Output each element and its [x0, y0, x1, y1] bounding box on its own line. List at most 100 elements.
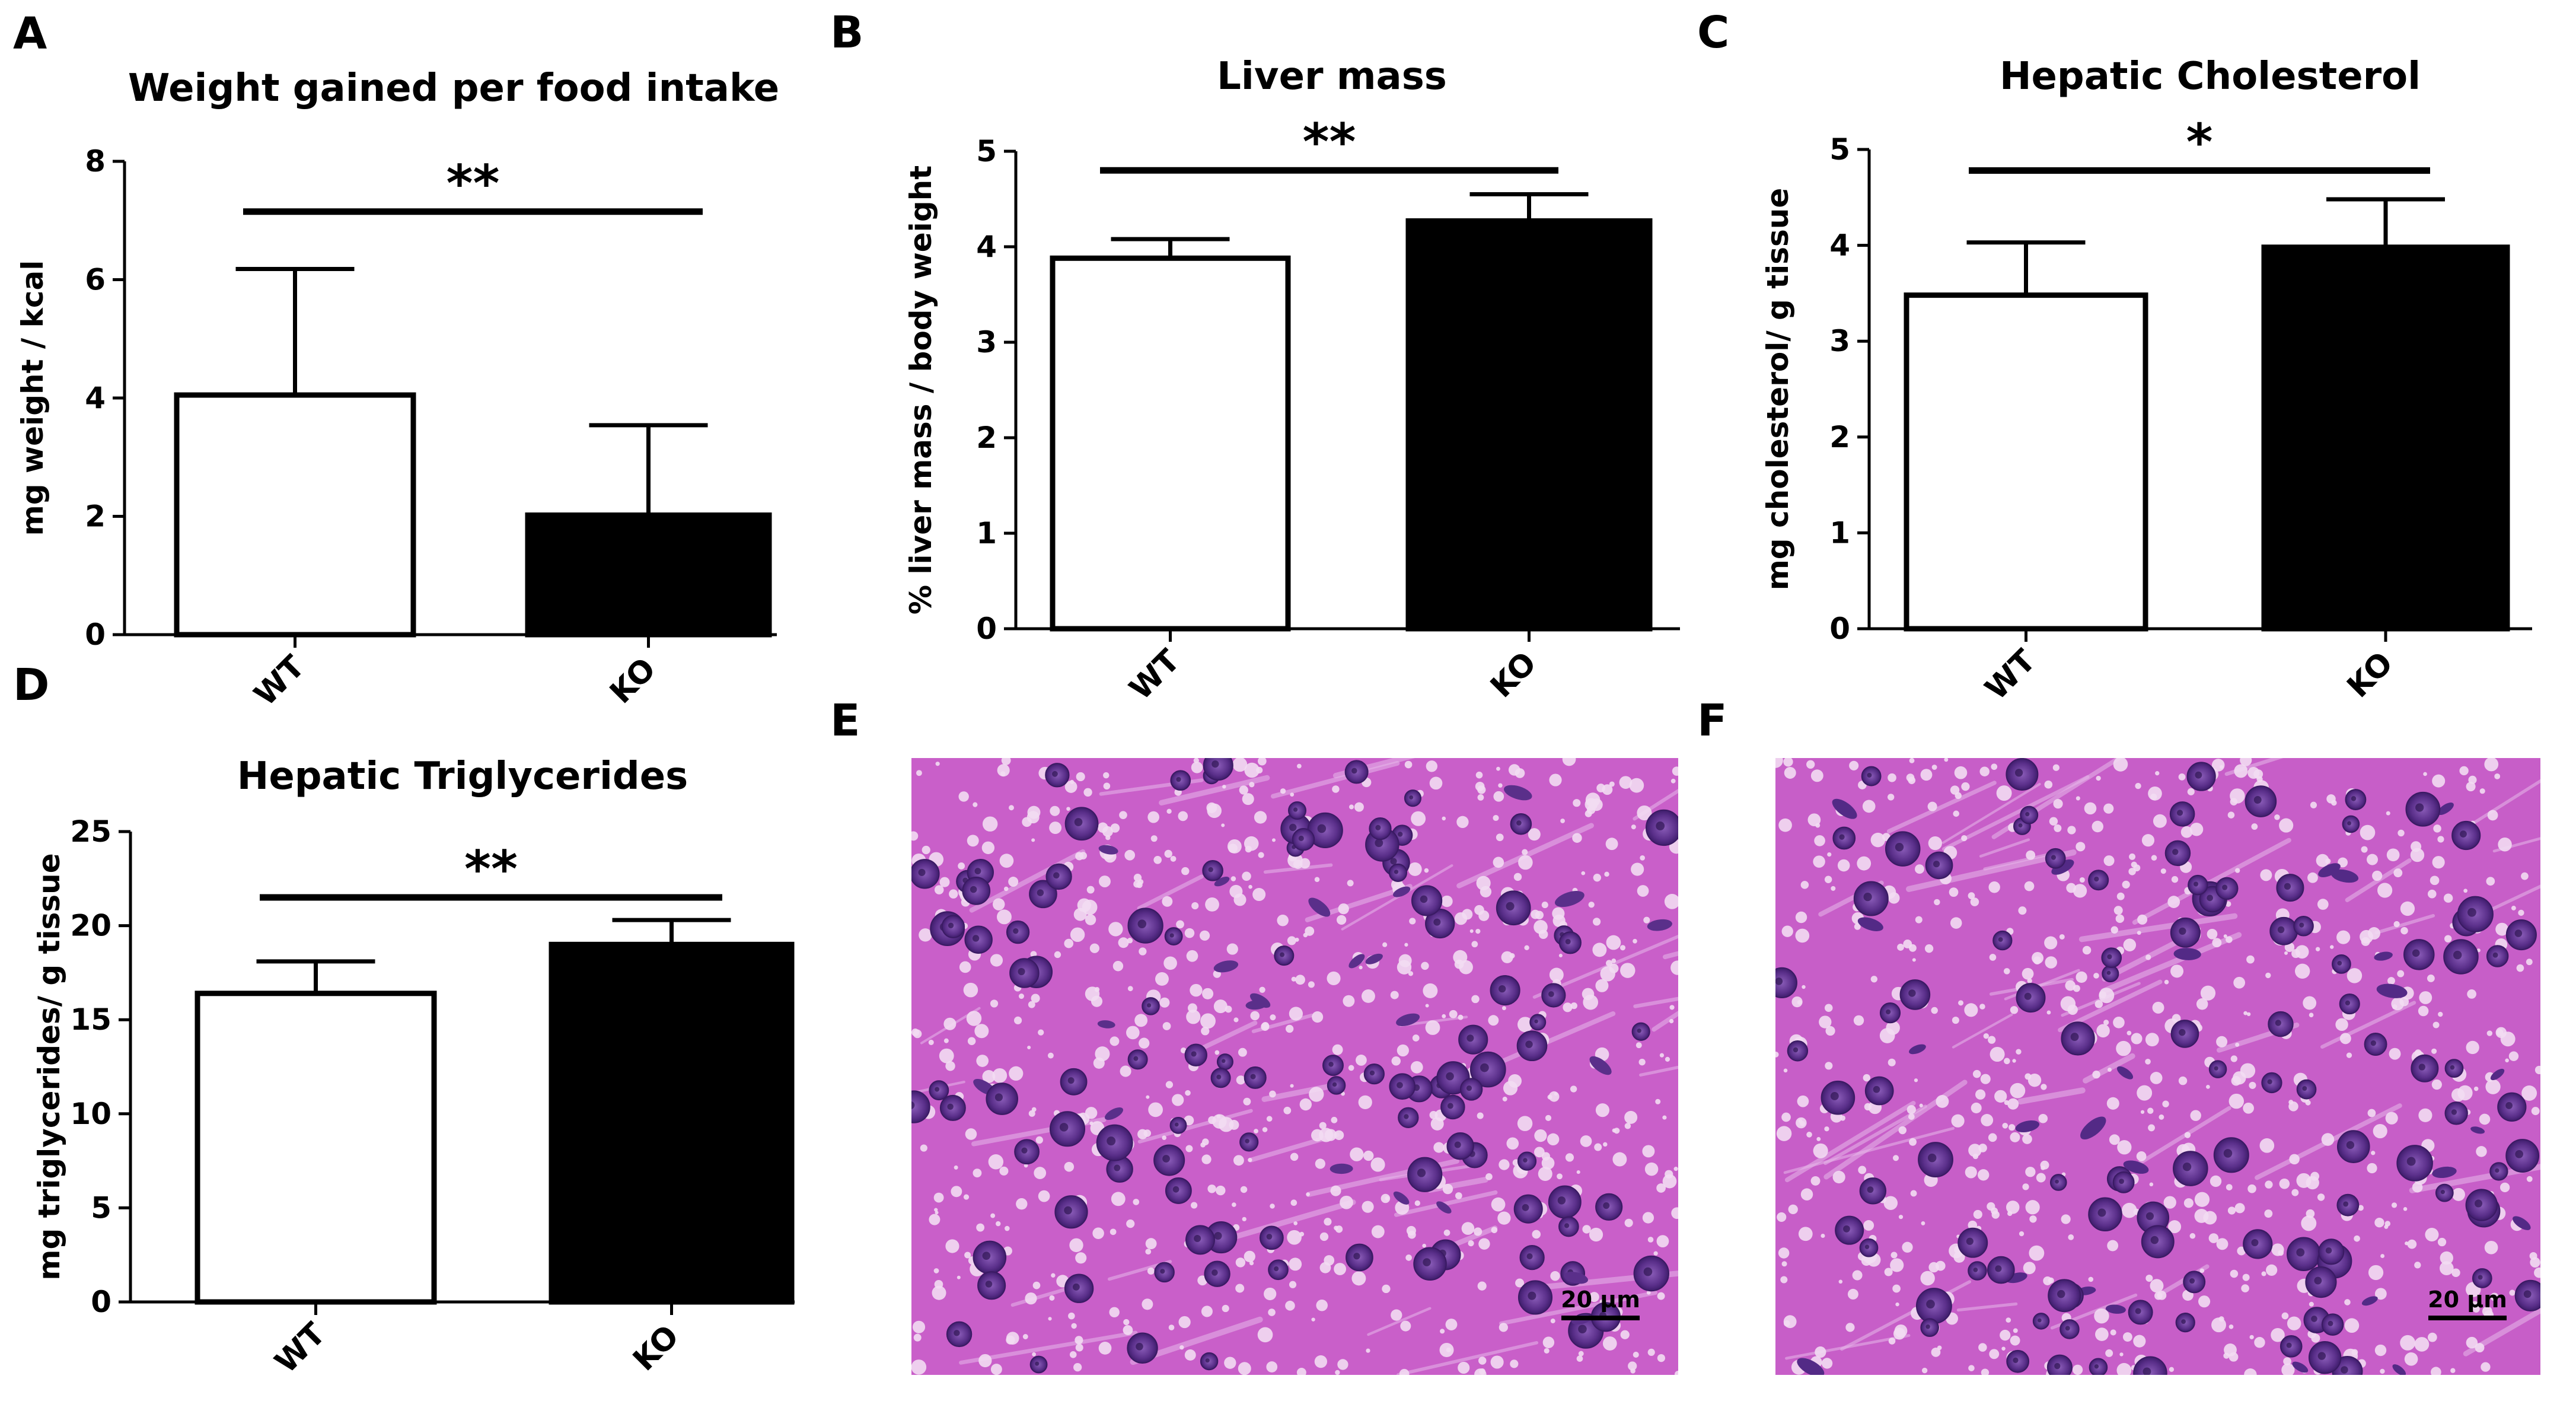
lipid-droplet — [999, 1166, 1009, 1176]
lipid-droplet — [2012, 1059, 2016, 1063]
nucleolus — [1293, 807, 1298, 812]
lipid-droplet — [1499, 1323, 1508, 1332]
lipid-droplet — [2410, 848, 2425, 862]
lipid-droplet — [1914, 1078, 1918, 1082]
lipid-droplet — [1024, 1163, 1028, 1168]
y-tick-label: 5 — [1829, 132, 1850, 167]
nucleus-elongated — [1097, 1020, 1115, 1029]
lipid-droplet — [1038, 1190, 1050, 1202]
lipid-droplet — [1902, 1241, 1913, 1253]
lipid-droplet — [2425, 1227, 2439, 1242]
lipid-droplet — [1236, 1075, 1245, 1085]
lipid-droplet — [1920, 1271, 1935, 1286]
lipid-droplet — [1475, 928, 1481, 934]
lipid-droplet — [1442, 1183, 1453, 1195]
nucleolus — [2328, 1320, 2333, 1326]
nucleus-elongated — [1213, 960, 1239, 973]
lipid-droplet — [2151, 855, 2157, 861]
lipid-droplet — [1442, 816, 1446, 821]
nucleolus — [2119, 1179, 2125, 1184]
y-tick-label: 3 — [976, 325, 997, 359]
lipid-droplet — [1000, 771, 1006, 776]
nucleus-elongated — [1832, 798, 1857, 819]
nucleolus — [1466, 1034, 1474, 1042]
y-tick-label: 20 — [70, 909, 111, 943]
lipid-droplet — [2400, 1335, 2416, 1351]
lipid-droplet — [1406, 1225, 1416, 1236]
lipid-droplet — [1477, 1281, 1487, 1291]
lipid-droplet — [1142, 1298, 1153, 1310]
lipid-droplet — [1109, 1307, 1120, 1318]
y-tick-label: 5 — [976, 134, 997, 168]
lipid-droplet — [1924, 944, 1934, 953]
nucleolus — [1067, 1077, 1075, 1084]
nucleolus — [2223, 1149, 2233, 1158]
lipid-droplet — [2374, 1218, 2384, 1228]
lipid-droplet — [1404, 760, 1413, 769]
y-tick-label: 25 — [70, 814, 111, 849]
lipid-droplet — [1091, 995, 1103, 1007]
lipid-droplet — [1201, 1306, 1213, 1317]
lipid-droplet — [1351, 1271, 1366, 1286]
lipid-droplet — [1602, 784, 1613, 795]
lipid-droplet — [1659, 1053, 1665, 1058]
lipid-droplet — [2159, 1114, 2164, 1120]
lipid-droplet — [959, 961, 971, 973]
lipid-droplet — [2122, 1202, 2137, 1218]
nucleolus — [2025, 812, 2030, 817]
nucleolus — [1446, 1072, 1454, 1081]
lipid-droplet — [1657, 1292, 1665, 1300]
lipid-droplet — [2022, 967, 2034, 980]
lipid-droplet — [1429, 776, 1443, 790]
lipid-droplet — [2133, 1335, 2146, 1348]
lipid-droplet — [1390, 991, 1399, 999]
lipid-droplet — [2044, 936, 2058, 950]
chart-weight-gained: Weight gained per food intake mg weight /… — [15, 66, 779, 713]
lipid-droplet — [2026, 850, 2036, 860]
lipid-droplet — [2013, 1328, 2018, 1333]
lipid-droplet — [2438, 1011, 2443, 1017]
lipid-droplet — [1445, 1319, 1458, 1330]
lipid-droplet — [2178, 1076, 2188, 1085]
nucleolus — [1208, 867, 1213, 873]
lipid-droplet — [1825, 1026, 1835, 1036]
lipid-droplet — [2361, 846, 2368, 853]
nucleolus — [2415, 803, 2424, 812]
lipid-droplet — [2152, 1001, 2164, 1014]
nucleolus — [1035, 1361, 1040, 1366]
nucleolus — [2453, 950, 2462, 960]
lipid-droplet — [1443, 1229, 1450, 1236]
lipid-droplet — [1110, 1228, 1117, 1236]
lipid-droplet — [2024, 881, 2035, 891]
lipid-droplet — [1493, 814, 1499, 822]
lipid-droplet — [2459, 766, 2469, 776]
nucleolus — [994, 1093, 1003, 1101]
nucleus-elongated — [2080, 1116, 2106, 1140]
lipid-droplet — [2244, 1368, 2257, 1375]
sinusoid-streak — [1662, 951, 1678, 960]
nucleolus — [1793, 1047, 1799, 1053]
lipid-droplet — [2450, 1368, 2456, 1373]
lipid-droplet — [1433, 1142, 1445, 1153]
lipid-droplet — [1624, 1218, 1633, 1227]
lipid-droplet — [1118, 937, 1129, 948]
lipid-droplet — [1254, 811, 1267, 824]
lipid-droplet — [1476, 875, 1491, 890]
lipid-droplet — [1299, 1231, 1305, 1237]
lipid-droplet — [1242, 1217, 1246, 1222]
nucleolus — [2317, 1352, 2326, 1360]
lipid-droplet — [2475, 1343, 2485, 1353]
nucleolus — [2370, 1040, 2377, 1046]
lipid-droplet — [1619, 945, 1626, 951]
lipid-droplet — [1221, 823, 1225, 827]
lipid-droplet — [2398, 829, 2405, 837]
lipid-droplet — [1853, 1015, 1864, 1026]
lipid-droplet — [1991, 763, 1998, 770]
sinusoid-streak — [2078, 913, 2238, 943]
lipid-droplet — [1915, 864, 1924, 874]
lipid-droplet — [1001, 758, 1011, 765]
lipid-droplet — [2010, 1006, 2019, 1014]
lipid-droplet — [2284, 951, 2288, 955]
nucleolus — [1194, 1234, 1201, 1242]
bar-ko — [549, 941, 795, 1305]
